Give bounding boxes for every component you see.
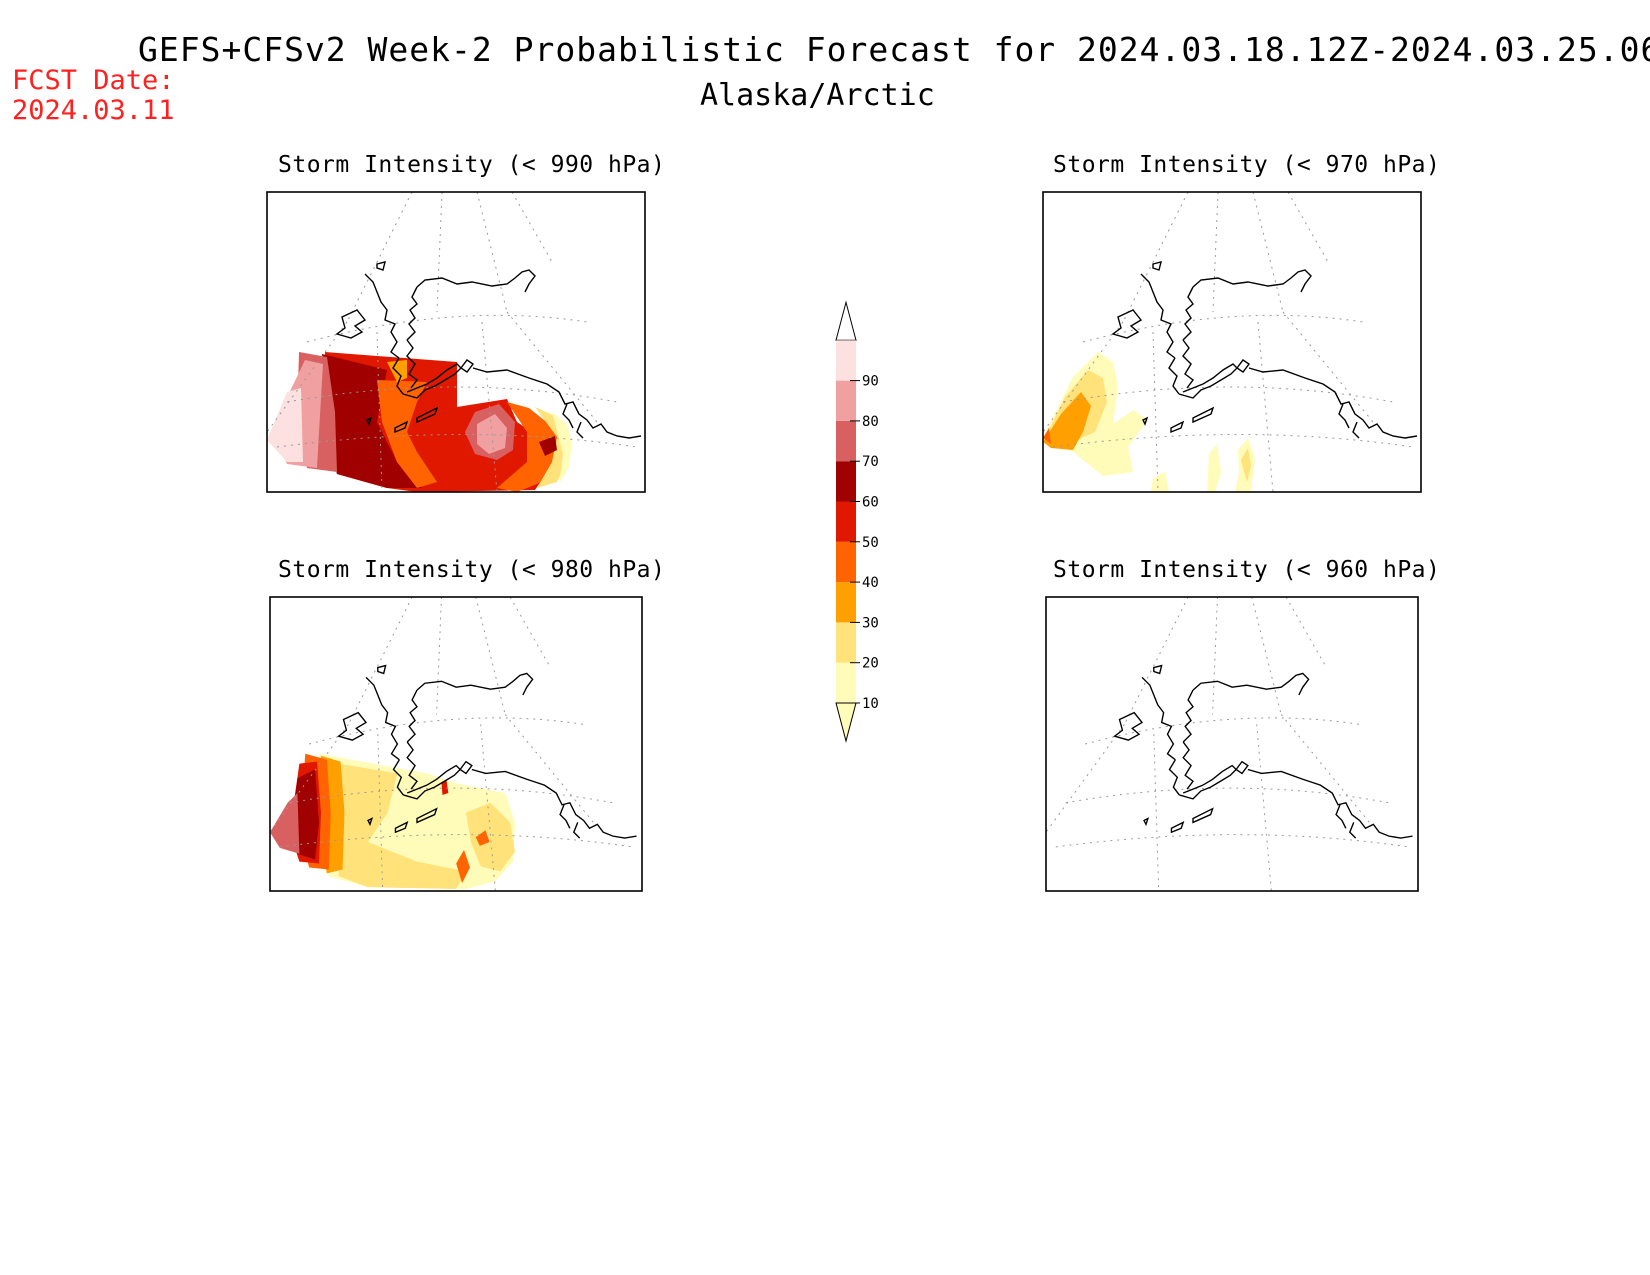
map-frame bbox=[266, 191, 646, 493]
shade-10-20b bbox=[1151, 472, 1169, 492]
forecast-date-block: FCST Date: 2024.03.11 bbox=[12, 66, 175, 126]
panel-title-960: Storm Intensity (< 960 hPa) bbox=[1053, 557, 1441, 583]
colorbar-tick-label: 70 bbox=[862, 454, 879, 470]
forecast-title: GEFS+CFSv2 Week-2 Probabilistic Forecast… bbox=[138, 30, 1650, 69]
colorbar-top-arrow bbox=[835, 300, 857, 341]
colorbar-tick-label: 20 bbox=[862, 656, 879, 672]
colorbar-tick-label: 10 bbox=[862, 696, 879, 712]
map-panel-960 bbox=[1045, 596, 1419, 892]
shade-20-30 bbox=[338, 763, 466, 890]
shade-40-50 bbox=[1043, 428, 1051, 444]
shade-40-50 bbox=[377, 380, 437, 488]
map-panel-970 bbox=[1042, 191, 1422, 493]
shade-40-50b bbox=[456, 849, 470, 884]
map-panel-980 bbox=[269, 596, 643, 892]
shade-20-30b bbox=[466, 802, 515, 872]
colorbar-tick-label: 60 bbox=[862, 495, 879, 511]
colorbar-swatch bbox=[836, 340, 856, 381]
shade-10-20 bbox=[552, 412, 572, 484]
shade-90-plus bbox=[267, 388, 303, 462]
map-panel-990 bbox=[266, 191, 646, 493]
map-frame bbox=[1045, 596, 1419, 892]
colorbar-tick-label: 50 bbox=[862, 535, 879, 551]
colorbar-swatch bbox=[836, 420, 856, 462]
colorbar-bottom-arrow bbox=[835, 702, 857, 743]
panel-title-990: Storm Intensity (< 990 hPa) bbox=[278, 152, 666, 178]
colorbar-tick-label: 40 bbox=[862, 575, 879, 591]
colorbar-swatch bbox=[836, 501, 856, 542]
shade-60-70b bbox=[539, 436, 557, 456]
colorbar-tick-label: 90 bbox=[862, 374, 879, 390]
shade-30-40 bbox=[387, 360, 407, 382]
shade-60-70 bbox=[322, 354, 422, 488]
colorbar-tick-label: 30 bbox=[862, 615, 879, 631]
forecast-date-label: FCST Date: bbox=[12, 65, 175, 96]
shade-40-50c bbox=[475, 830, 490, 846]
panel-title-980: Storm Intensity (< 980 hPa) bbox=[278, 557, 666, 583]
shade-30-40 bbox=[1043, 392, 1091, 450]
panel-title-970: Storm Intensity (< 970 hPa) bbox=[1053, 152, 1441, 178]
shade-50-60b bbox=[441, 779, 449, 795]
shade-10-20c bbox=[1207, 444, 1221, 492]
colorbar-swatch bbox=[836, 662, 856, 703]
map-frame bbox=[269, 596, 643, 892]
colorbar: 10 20 30 40 50 60 70 80 90 bbox=[835, 300, 879, 743]
colorbar-swatch bbox=[836, 541, 856, 583]
region-subtitle: Alaska/Arctic bbox=[700, 78, 935, 113]
colorbar-swatch bbox=[836, 582, 856, 623]
forecast-date-value: 2024.03.11 bbox=[12, 95, 175, 126]
map-frame bbox=[1042, 191, 1422, 493]
shade-20-30b bbox=[1241, 448, 1251, 482]
shade-70-80 bbox=[270, 793, 300, 854]
colorbar-swatch bbox=[836, 622, 856, 663]
colorbar-swatch bbox=[836, 461, 856, 502]
colorbar-swatch bbox=[836, 380, 856, 421]
colorbar-tick-label: 80 bbox=[862, 414, 879, 430]
